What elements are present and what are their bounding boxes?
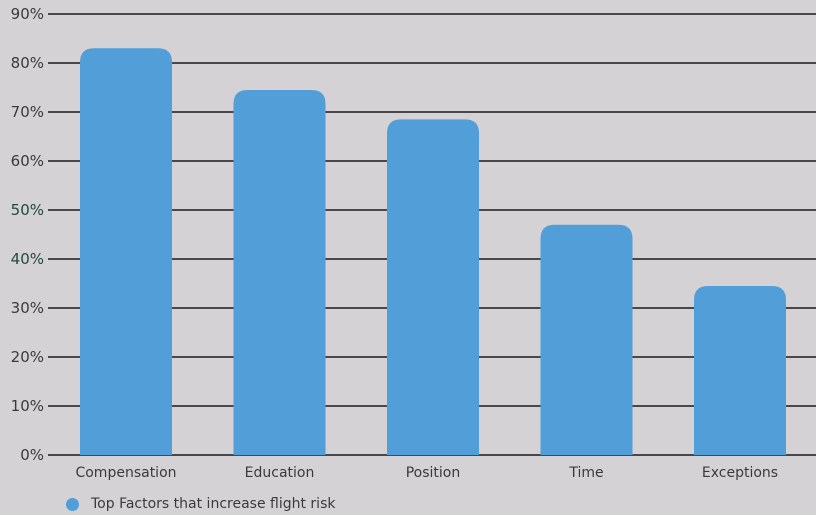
bar (233, 89, 326, 455)
y-tick-label: 90% (11, 5, 44, 23)
bar (694, 285, 786, 455)
y-tick-label: 40% (11, 250, 44, 268)
legend-marker-icon (66, 497, 79, 511)
legend-label: Top Factors that increase flight risk (91, 496, 336, 512)
x-tick-label: Compensation (75, 465, 176, 481)
x-tick-label: Exceptions (702, 465, 778, 481)
x-tick-label: Time (568, 465, 603, 481)
y-tick-label: 70% (11, 103, 44, 121)
x-tick-label: Education (245, 465, 315, 481)
y-tick-label: 0% (20, 446, 44, 464)
y-tick-label: 80% (11, 54, 44, 72)
x-tick-label: Position (406, 465, 461, 481)
bar (80, 48, 172, 456)
y-tick-label: 10% (11, 397, 44, 415)
y-tick-label: 20% (11, 348, 44, 366)
y-tick-label: 50% (11, 201, 44, 219)
y-tick-label: 30% (11, 299, 44, 317)
legend: Top Factors that increase flight risk (66, 496, 335, 512)
bar (540, 224, 633, 455)
y-tick-label: 60% (11, 152, 44, 170)
bar (387, 119, 479, 455)
